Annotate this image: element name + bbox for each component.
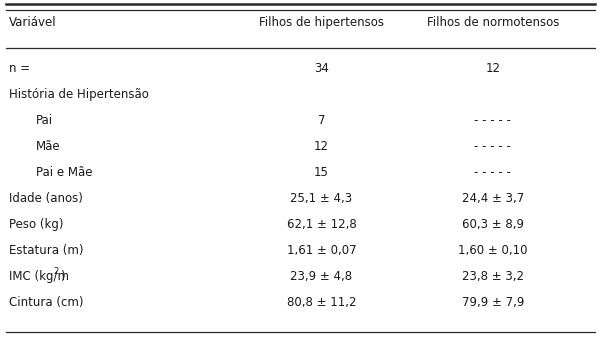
Text: - - - - -: - - - - - [474,114,511,127]
Text: - - - - -: - - - - - [474,166,511,179]
Text: Pai e Mãe: Pai e Mãe [36,166,93,179]
Text: 23,9 ± 4,8: 23,9 ± 4,8 [290,270,353,283]
Text: IMC (kg/m: IMC (kg/m [9,270,69,283]
Text: Idade (anos): Idade (anos) [9,192,83,205]
Text: 1,60 ± 0,10: 1,60 ± 0,10 [458,244,528,257]
Text: 7: 7 [318,114,325,127]
Text: 25,1 ± 4,3: 25,1 ± 4,3 [290,192,353,205]
Text: 79,9 ± 7,9: 79,9 ± 7,9 [462,296,524,309]
Text: Cintura (cm): Cintura (cm) [9,296,84,309]
Text: ): ) [59,270,64,283]
Text: Mãe: Mãe [36,140,61,153]
Text: 34: 34 [314,62,329,75]
Text: 23,8 ± 3,2: 23,8 ± 3,2 [462,270,524,283]
Text: 62,1 ± 12,8: 62,1 ± 12,8 [287,218,356,231]
Text: n =: n = [9,62,30,75]
Text: Variável: Variável [9,16,56,29]
Text: 2: 2 [53,267,59,276]
Text: - - - - -: - - - - - [474,140,511,153]
Text: História de Hipertensão: História de Hipertensão [9,88,149,101]
Text: Filhos de normotensos: Filhos de normotensos [427,16,559,29]
Text: 15: 15 [314,166,329,179]
Text: 12: 12 [314,140,329,153]
Text: Filhos de hipertensos: Filhos de hipertensos [259,16,384,29]
Text: Pai: Pai [36,114,53,127]
Text: 60,3 ± 8,9: 60,3 ± 8,9 [462,218,524,231]
Text: 1,61 ± 0,07: 1,61 ± 0,07 [287,244,356,257]
Text: 24,4 ± 3,7: 24,4 ± 3,7 [462,192,524,205]
Text: 12: 12 [486,62,500,75]
Text: 80,8 ± 11,2: 80,8 ± 11,2 [287,296,356,309]
Text: Estatura (m): Estatura (m) [9,244,84,257]
Text: Peso (kg): Peso (kg) [9,218,64,231]
